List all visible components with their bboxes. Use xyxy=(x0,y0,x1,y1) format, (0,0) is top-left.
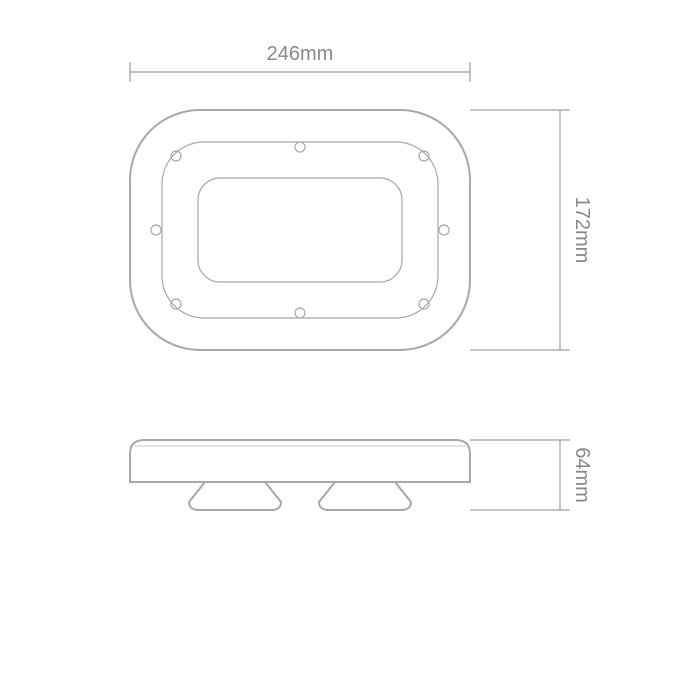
top-inner xyxy=(198,178,402,282)
screw-hole-1 xyxy=(295,142,305,152)
technical-drawing: 246mm 172mm 64mm xyxy=(0,0,700,700)
foot-0 xyxy=(189,482,281,510)
screw-hole-3 xyxy=(439,225,449,235)
screw-hole-5 xyxy=(295,308,305,318)
foot-1 xyxy=(319,482,411,510)
dim-depth-label: 64mm xyxy=(571,447,593,503)
dim-width-label: 246mm xyxy=(267,43,334,65)
top-middle xyxy=(162,142,438,318)
top-outer xyxy=(130,110,470,350)
screw-hole-7 xyxy=(151,225,161,235)
dim-height-label: 172mm xyxy=(571,197,593,264)
